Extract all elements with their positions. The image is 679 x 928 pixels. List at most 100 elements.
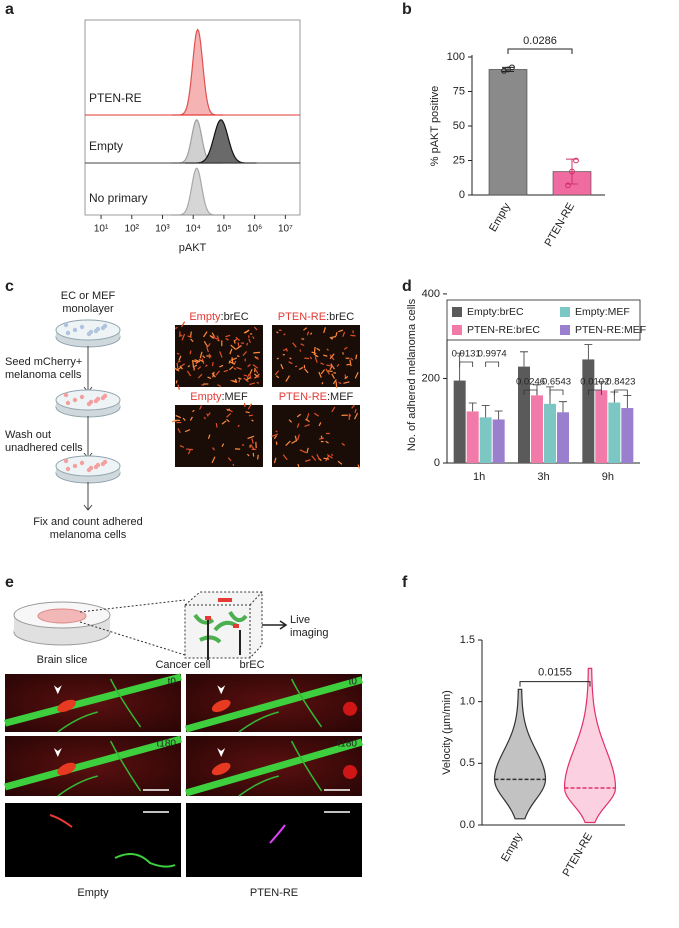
significance-bracket xyxy=(485,361,500,367)
cell-speck xyxy=(229,366,234,371)
cell-speck xyxy=(232,380,238,383)
bar xyxy=(544,403,556,463)
cell-speck xyxy=(303,327,308,331)
cell-icon xyxy=(63,392,69,398)
cell-speck xyxy=(338,329,344,333)
cell-speck xyxy=(227,457,232,462)
cell-speck xyxy=(210,335,218,340)
cell-speck xyxy=(255,375,260,379)
cell-speck xyxy=(248,414,253,417)
cell-speck xyxy=(306,413,310,420)
cell-speck xyxy=(321,381,324,385)
cell-speck xyxy=(274,370,280,376)
cell-speck xyxy=(323,354,328,357)
cell-icon xyxy=(72,327,78,333)
step-label: Seed mCherry+ xyxy=(5,356,82,368)
cell-speck xyxy=(313,353,319,358)
cell-speck xyxy=(216,335,220,342)
cell-speck xyxy=(257,454,259,460)
cell-speck xyxy=(247,363,251,368)
cell-speck xyxy=(211,362,214,367)
cell-speck xyxy=(357,464,361,469)
cell-speck xyxy=(256,356,259,361)
cell-speck xyxy=(254,369,259,374)
vessel xyxy=(185,676,363,733)
cell-speck xyxy=(252,336,255,339)
schematic-label: imaging xyxy=(290,627,329,639)
cell-speck xyxy=(247,435,255,440)
cell-speck xyxy=(249,382,256,386)
y-axis-title: Velocity (µm/min) xyxy=(441,690,453,775)
legend-label: Empty:brEC xyxy=(467,306,524,318)
timepoint: t0 xyxy=(349,677,358,688)
x-tick-label: 9h xyxy=(602,471,614,483)
cell-icon xyxy=(102,459,108,465)
cell-speck xyxy=(304,424,310,428)
cell-speck xyxy=(229,348,233,355)
cell-speck xyxy=(238,379,241,383)
step-label: Fix and count adhered xyxy=(33,516,142,528)
image-title: Empty:MEF xyxy=(190,391,248,403)
cell-speck xyxy=(244,330,249,334)
p-value: 0.0246 xyxy=(516,377,545,388)
significance-bracket xyxy=(587,389,602,395)
vessel xyxy=(4,673,182,727)
image-title: PTEN-RE:brEC xyxy=(278,311,354,323)
cell-speck xyxy=(203,331,208,338)
cell-speck xyxy=(282,454,288,461)
cell-speck xyxy=(233,339,236,344)
p-value: 0.6543 xyxy=(542,377,571,388)
cell-speck xyxy=(342,331,346,337)
cell-speck xyxy=(280,363,284,370)
cell-icon xyxy=(63,322,69,328)
cell-speck xyxy=(313,412,319,417)
cell-speck xyxy=(237,424,240,428)
cell-speck xyxy=(207,343,211,347)
violin xyxy=(563,667,617,824)
pointer-lines xyxy=(207,620,241,660)
cancer-cell xyxy=(211,699,231,713)
cell-speck xyxy=(275,430,278,433)
y-tick-label: 100 xyxy=(447,51,465,63)
cell-speck xyxy=(174,326,178,330)
cell-speck xyxy=(251,419,254,422)
cell-speck xyxy=(276,357,279,360)
cell-speck xyxy=(187,449,191,455)
cell-speck xyxy=(179,334,183,337)
legend-frame xyxy=(446,299,641,341)
cancer-cells xyxy=(205,598,239,628)
cell-type: :brEC xyxy=(221,311,249,323)
cell-speck xyxy=(241,444,245,446)
cell-speck xyxy=(249,374,252,379)
p-value: 0.8423 xyxy=(606,377,635,388)
cell-icon xyxy=(95,396,101,402)
cell-speck xyxy=(221,420,227,425)
data-point xyxy=(573,157,579,164)
cancer-cell xyxy=(211,762,231,776)
histogram-peak xyxy=(172,28,223,116)
schematic-label: Cancer cell xyxy=(155,659,210,671)
cell-speck xyxy=(199,351,203,359)
cell-speck xyxy=(192,409,195,413)
y-tick-label: 200 xyxy=(422,372,440,384)
cell-speck xyxy=(326,364,334,367)
cell-speck xyxy=(254,356,258,360)
error-bar xyxy=(584,344,593,360)
cell-speck xyxy=(297,434,300,441)
significance-bracket xyxy=(459,361,474,367)
cell-type: :MEF xyxy=(327,391,354,403)
cell-speck xyxy=(285,347,288,352)
cell-speck xyxy=(329,335,337,339)
cell-speck xyxy=(191,359,199,364)
cell-icon xyxy=(72,397,78,403)
cell-type: :brEC xyxy=(326,311,354,323)
cell-speck xyxy=(271,433,279,437)
cell-speck xyxy=(335,331,338,337)
y-tick-label: 50 xyxy=(453,120,465,132)
cell-speck xyxy=(212,371,215,378)
error-bar xyxy=(481,405,490,418)
significance-bracket xyxy=(523,389,538,395)
cell-speck xyxy=(251,438,254,444)
cell-speck xyxy=(189,416,193,421)
